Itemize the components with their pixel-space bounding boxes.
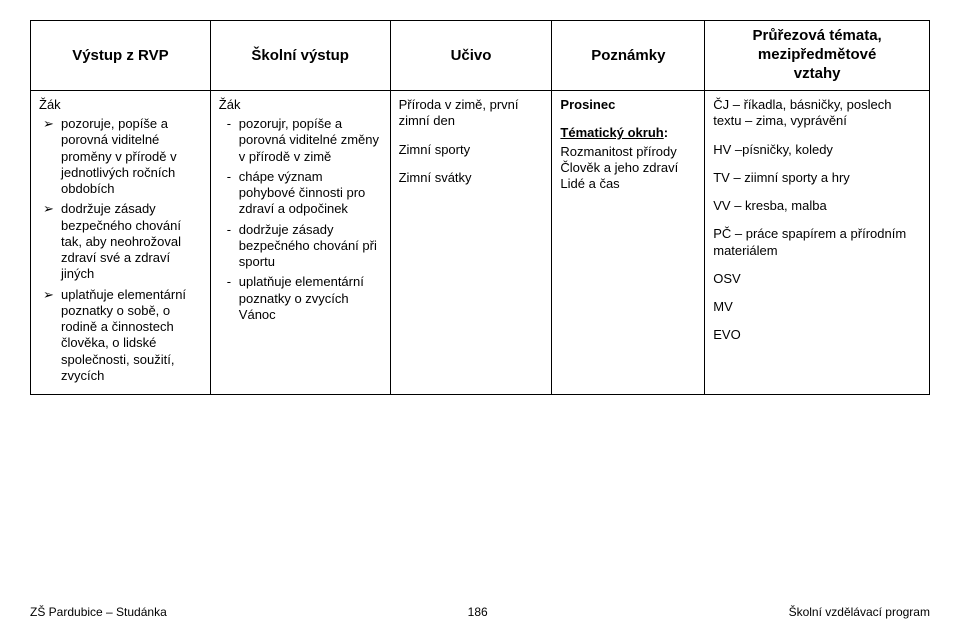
header-col3: Učivo — [390, 21, 552, 91]
cell-col4: Prosinec Tématický okruh: Rozmanitost př… — [552, 91, 705, 395]
col3-p3: Zimní svátky — [399, 170, 544, 186]
col1-item: dodržuje zásady bezpečného chování tak, … — [43, 201, 202, 282]
col4-line1: Rozmanitost přírody — [560, 144, 696, 160]
header-col2: Školní výstup — [210, 21, 390, 91]
header-col1: Výstup z RVP — [31, 21, 211, 91]
page-footer: ZŠ Pardubice – Studánka 186 Školní vzděl… — [30, 605, 930, 619]
col3-p2: Zimní sporty — [399, 142, 544, 158]
col2-item: uplatňuje elementární poznatky o zvycích… — [223, 274, 382, 323]
cell-col1: Žák pozoruje, popíše a porovná viditelné… — [31, 91, 211, 395]
col4-topic: Tématický okruh: — [560, 125, 696, 141]
col4-topic-label: Tématický okruh — [560, 125, 663, 140]
curriculum-table: Výstup z RVP Školní výstup Učivo Poznámk… — [30, 20, 930, 395]
col4-topic-colon: : — [664, 125, 668, 140]
col5-p2: HV –písničky, koledy — [713, 142, 921, 158]
col5-p5: PČ – práce spapírem a přírodním materiál… — [713, 226, 921, 259]
col5-p1: ČJ – říkadla, básničky, poslech textu – … — [713, 97, 921, 130]
col2-list: pozorujr, popíše a porovná viditelné změ… — [219, 116, 382, 323]
col1-item: pozoruje, popíše a porovná viditelné pro… — [43, 116, 202, 197]
header-col5-line2: mezipředmětové — [758, 46, 876, 63]
col5-p6: OSV — [713, 271, 921, 287]
body-row: Žák pozoruje, popíše a porovná viditelné… — [31, 91, 930, 395]
col5-p8: EVO — [713, 327, 921, 343]
col4-line3: Lidé a čas — [560, 176, 696, 192]
col2-item: pozorujr, popíše a porovná viditelné změ… — [223, 116, 382, 165]
cell-col2: Žák pozorujr, popíše a porovná viditelné… — [210, 91, 390, 395]
col1-item: uplatňuje elementární poznatky o sobě, o… — [43, 287, 202, 385]
cell-col3: Příroda v zimě, první zimní den Zimní sp… — [390, 91, 552, 395]
footer-center: 186 — [468, 605, 488, 619]
col5-p7: MV — [713, 299, 921, 315]
footer-left: ZŠ Pardubice – Studánka — [30, 605, 167, 619]
col2-item: chápe význam pohybové činnosti pro zdrav… — [223, 169, 382, 218]
col4-line2: Člověk a jeho zdraví — [560, 160, 696, 176]
header-col5-line1: Průřezová témata, — [753, 27, 882, 44]
cell-col5: ČJ – říkadla, básničky, poslech textu – … — [705, 91, 930, 395]
col1-lead: Žák — [39, 97, 202, 112]
col1-list: pozoruje, popíše a porovná viditelné pro… — [39, 116, 202, 384]
col5-p3: TV – ziimní sporty a hry — [713, 170, 921, 186]
header-row: Výstup z RVP Školní výstup Učivo Poznámk… — [31, 21, 930, 91]
col4-month: Prosinec — [560, 97, 696, 113]
header-col5: Průřezová témata, mezipředmětové vztahy — [705, 21, 930, 91]
col3-p1: Příroda v zimě, první zimní den — [399, 97, 544, 130]
col5-p4: VV – kresba, malba — [713, 198, 921, 214]
col2-item: dodržuje zásady bezpečného chování při s… — [223, 222, 382, 271]
page-container: Výstup z RVP Školní výstup Učivo Poznámk… — [0, 0, 960, 395]
header-col4: Poznámky — [552, 21, 705, 91]
footer-right: Školní vzdělávací program — [789, 605, 930, 619]
col2-lead: Žák — [219, 97, 382, 112]
header-col5-line3: vztahy — [794, 65, 841, 82]
